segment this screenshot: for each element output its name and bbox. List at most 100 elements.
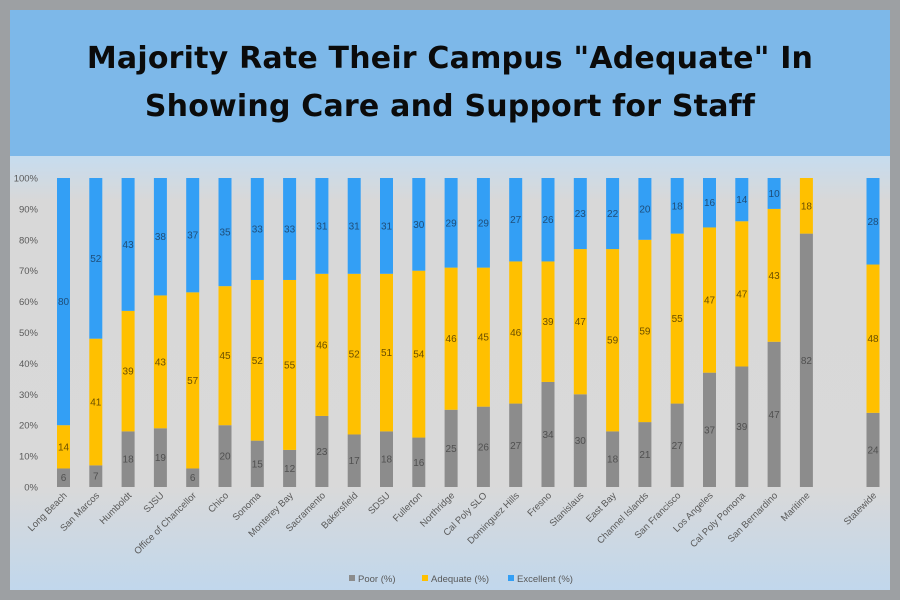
legend-item: Excellent (%) [508, 574, 573, 585]
data-label: 80 [58, 297, 70, 308]
x-category-label: Chico [206, 490, 231, 515]
x-category-label: Office of Chancellor [132, 490, 199, 557]
data-label: 18 [607, 455, 619, 466]
bar-stack: 27 46 27 [509, 178, 523, 487]
data-label: 33 [252, 224, 264, 235]
bar-segment-excellent [476, 178, 490, 268]
bar-segment-excellent [670, 178, 684, 234]
data-label: 38 [155, 232, 167, 243]
chart-title-line-2: Showing Care and Support for Staff [144, 89, 756, 124]
data-label: 52 [349, 350, 361, 361]
data-label: 47 [736, 289, 748, 300]
bar-segment-poor [541, 381, 555, 487]
data-label: 7 [93, 472, 99, 483]
bar-segment-poor [606, 431, 620, 487]
x-category-label: Fresno [525, 490, 554, 519]
bar-segment-excellent [509, 178, 523, 262]
bar-stack: 18 59 22 [606, 178, 620, 487]
bar-segment-excellent [153, 178, 167, 296]
data-label: 19 [155, 453, 167, 464]
bar-segment-excellent [315, 178, 329, 274]
bar-segment-poor [735, 366, 749, 487]
bar-stack: 20 45 35 [218, 178, 232, 487]
bar-segment-adequate [606, 249, 620, 432]
bar-stack: 82 18 [799, 178, 813, 487]
data-label: 10 [769, 189, 781, 200]
data-label: 31 [381, 221, 393, 232]
data-label: 43 [769, 271, 781, 282]
bar-segment-adequate [347, 273, 361, 435]
bar-stack: 21 59 20 [638, 178, 652, 487]
x-category-label: Maritime [779, 490, 813, 524]
data-label: 55 [284, 360, 296, 371]
bar-segment-poor [347, 434, 361, 487]
bar-stack: 18 39 43 [121, 178, 135, 487]
legend-label: Excellent (%) [517, 574, 573, 585]
title-panel: Majority Rate Their Campus "Adequate" In… [10, 10, 890, 156]
data-label: 43 [123, 240, 135, 251]
data-label: 25 [446, 444, 458, 455]
x-category-label: Cal Poly Pomona [688, 490, 748, 550]
data-label: 39 [542, 317, 554, 328]
bar-segment-excellent [541, 178, 555, 262]
bars: 6148074152183943194338657372045351552331… [57, 178, 880, 487]
bar-segment-poor [703, 372, 716, 487]
bar-segment-excellent [380, 178, 393, 274]
bar-stack: 27 55 18 [670, 178, 684, 487]
data-label: 52 [252, 356, 264, 367]
y-tick-label: 100% [14, 174, 39, 185]
data-label: 14 [736, 195, 748, 206]
bar-segment-poor [670, 403, 684, 487]
bar-segment-adequate [380, 273, 393, 432]
bar-segment-adequate [866, 264, 880, 413]
x-category-label: SDSU [366, 490, 393, 517]
bar-segment-adequate [541, 261, 555, 382]
bar-segment-adequate [412, 270, 426, 438]
data-label: 20 [639, 204, 651, 215]
data-label: 82 [801, 356, 813, 367]
bar-segment-adequate [250, 279, 264, 441]
data-label: 47 [769, 410, 781, 421]
bar-stack: 26 45 29 [476, 178, 490, 487]
bar-segment-excellent [57, 178, 70, 426]
y-tick-label: 60% [19, 297, 39, 308]
legend: Poor (%) Adequate (%) Excellent (%) [349, 574, 573, 585]
bar-segment-adequate [121, 310, 135, 432]
bar-stack: 15 52 33 [250, 178, 264, 487]
data-label: 51 [381, 348, 393, 359]
data-label: 41 [90, 398, 102, 409]
data-label: 34 [542, 430, 554, 441]
data-label: 22 [607, 209, 619, 220]
legend-label: Adequate (%) [431, 574, 489, 585]
bar-segment-poor [638, 422, 652, 487]
bar-segment-excellent [638, 178, 652, 240]
bar-segment-poor [283, 449, 297, 487]
bar-segment-excellent [412, 178, 426, 271]
bar-segment-adequate [509, 261, 523, 404]
data-label: 33 [284, 224, 296, 235]
y-tick-label: 80% [19, 235, 39, 246]
data-label: 18 [123, 455, 135, 466]
y-tick-label: 90% [19, 204, 39, 215]
bar-stack: 39 47 14 [735, 178, 749, 487]
bar-segment-adequate [703, 227, 716, 373]
bar-segment-adequate [186, 292, 200, 469]
legend-swatch [508, 575, 514, 581]
bar-stack: 6 57 37 [186, 178, 200, 487]
bar-stack: 12 55 33 [283, 178, 297, 487]
y-tick-label: 10% [19, 452, 39, 463]
data-label: 29 [446, 218, 458, 229]
bar-segment-poor [444, 409, 458, 487]
data-label: 54 [413, 350, 425, 361]
legend-item: Adequate (%) [422, 574, 489, 585]
y-tick-label: 0% [24, 483, 38, 494]
stacked-bar-chart: 0% 10% 20% 30% 40% 50% 60% 70% 80% 90% 100% 6 14 80 7… [14, 174, 880, 585]
data-label: 18 [381, 455, 393, 466]
bar-segment-excellent [218, 178, 232, 287]
data-label: 59 [607, 336, 619, 347]
data-label: 39 [736, 422, 748, 433]
bar-segment-poor [250, 440, 264, 487]
bar-segment-poor [57, 468, 70, 487]
data-label: 29 [478, 218, 490, 229]
data-label: 47 [704, 296, 716, 307]
